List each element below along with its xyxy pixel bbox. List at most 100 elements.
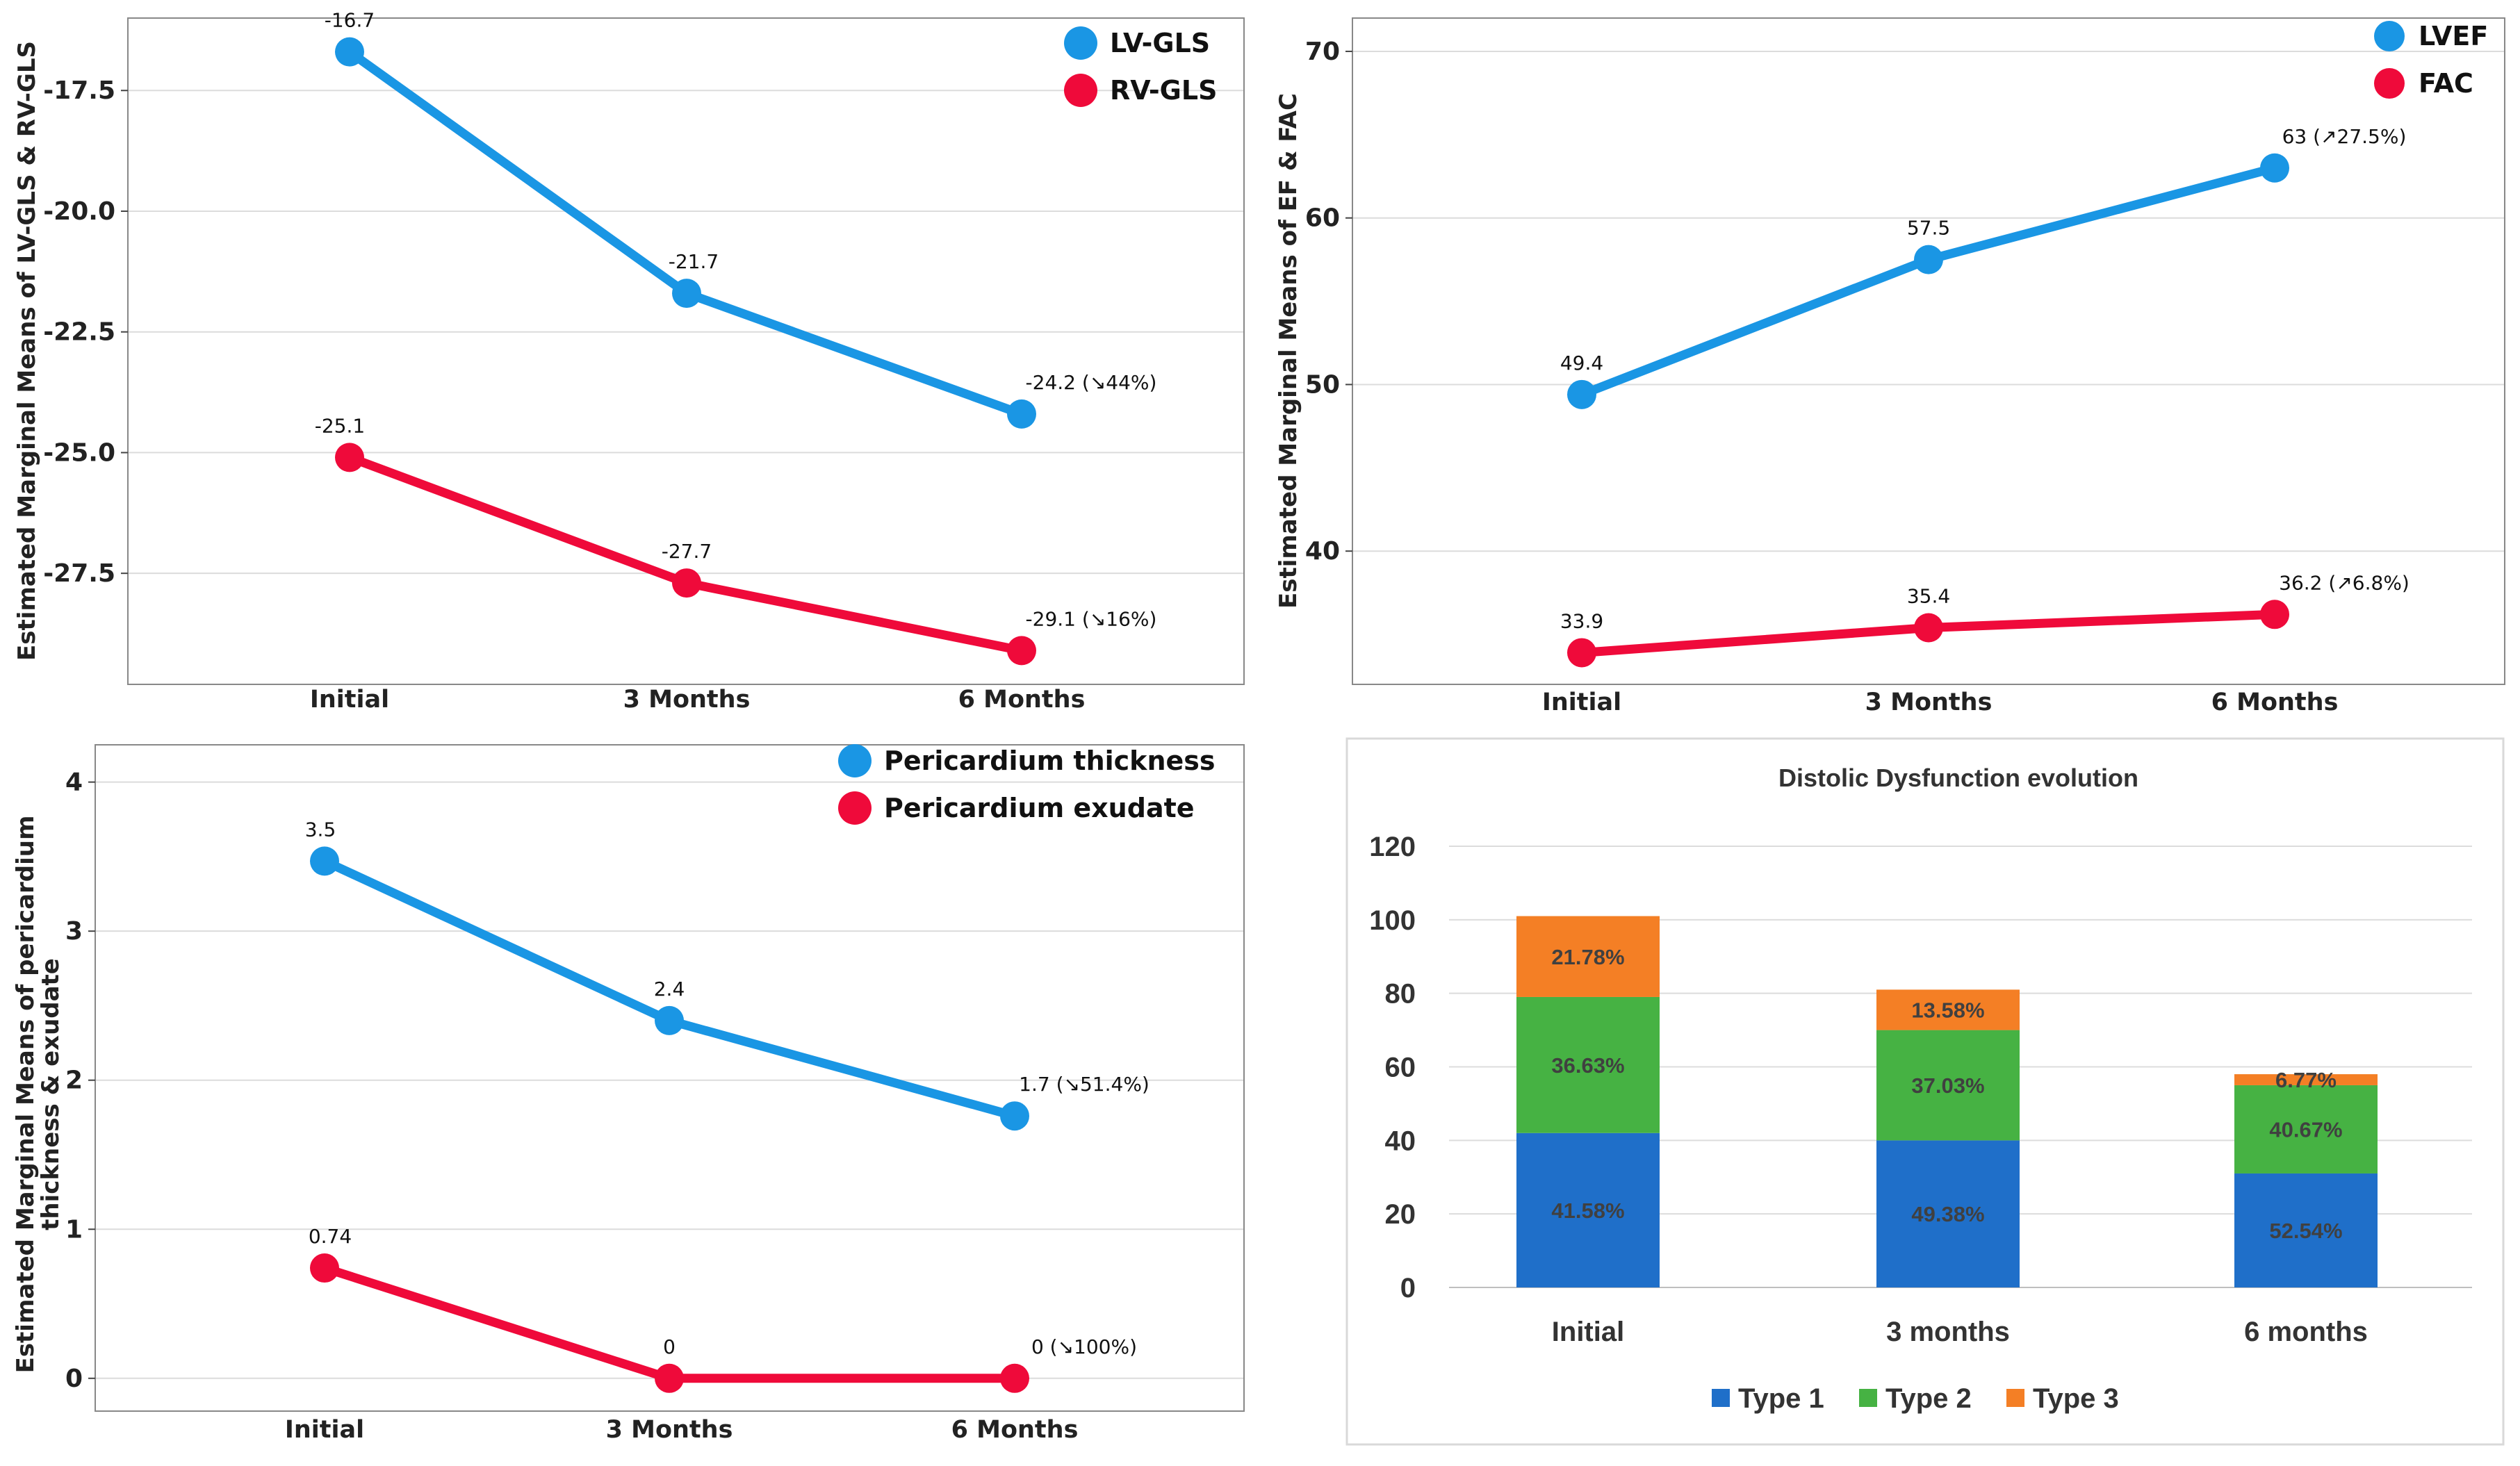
y-tick-label: 40: [1385, 1126, 1416, 1156]
data-label: 1.7 (↘51.4%): [1019, 1073, 1149, 1096]
pericardium-line-chart: 4 3 2 1 0 Initial 3 Months 6 Months Estimated Ma…: [12, 744, 1245, 1444]
data-label: 2.4: [654, 978, 685, 1000]
x-tick-label: 6 months: [2244, 1317, 2368, 1347]
legend-label: Type 2: [1885, 1383, 1972, 1414]
data-label: 13.58%: [1911, 998, 1984, 1022]
data-point: [655, 1005, 684, 1035]
x-tick-label: 6 Months: [958, 686, 1086, 714]
y-tick-label: 20: [1385, 1199, 1416, 1230]
data-label: 35.4: [1907, 584, 1950, 607]
data-point: [1000, 1363, 1029, 1393]
data-point: [310, 1253, 339, 1283]
legend-label: Type 1: [1738, 1383, 1824, 1414]
y-tick-label: 100: [1369, 905, 1416, 936]
data-point: [672, 279, 701, 308]
data-label: 0: [663, 1335, 676, 1358]
data-point: [1914, 245, 1943, 274]
y-axis-label-line: Estimated Marginal Means of pericardium: [12, 816, 40, 1374]
data-label: 0 (↘100%): [1031, 1335, 1137, 1358]
bar-segment-type-3: [2234, 1074, 2378, 1085]
legend-label: LV-GLS: [1110, 28, 1210, 58]
x-tick-label: 6 Months: [951, 1416, 1079, 1444]
data-point: [1914, 613, 1943, 643]
data-point: [655, 1363, 684, 1393]
data-point: [335, 37, 364, 67]
legend-label: LVEF: [2419, 21, 2488, 51]
x-tick-label: 3 months: [1886, 1317, 2010, 1347]
legend-label: FAC: [2419, 68, 2473, 99]
y-axis-label: Estimated Marginal Means of pericardiumt…: [12, 816, 65, 1374]
y-tick-label: -22.5: [43, 318, 115, 347]
data-label: 63 (↗27.5%): [2282, 125, 2407, 148]
data-point: [1007, 636, 1036, 666]
data-label: 40.67%: [2269, 1117, 2342, 1142]
y-tick-label: 60: [1385, 1053, 1416, 1083]
y-tick-label: 50: [1305, 370, 1340, 399]
y-tick-label: 2: [65, 1066, 83, 1095]
x-tick-label: 3 Months: [623, 686, 751, 714]
legend-marker: [1064, 26, 1097, 60]
data-point: [1567, 379, 1596, 409]
x-tick-label: Initial: [1552, 1317, 1624, 1347]
x-tick-label: Initial: [1542, 689, 1621, 716]
data-label: -27.7: [662, 540, 712, 563]
data-label: 52.54%: [2269, 1219, 2342, 1243]
x-tick-label: Initial: [310, 686, 389, 714]
legend-label: Pericardium thickness: [884, 746, 1216, 776]
legend-swatch: [2006, 1389, 2024, 1407]
data-label: -21.7: [669, 250, 719, 273]
y-tick-label: -25.0: [43, 438, 115, 467]
legend-swatch: [1712, 1389, 1730, 1407]
y-tick-label: 60: [1305, 204, 1340, 233]
data-label: 36.2 (↗6.8%): [2279, 571, 2409, 594]
gls-line-chart: -17.5 -20.0 -22.5 -25.0 -27.5 Initial 3 Months…: [13, 9, 1245, 714]
data-point: [335, 443, 364, 472]
legend-marker: [2374, 21, 2405, 51]
legend-label: Pericardium exudate: [884, 793, 1195, 823]
bar-segment-type-1: [1516, 1133, 1660, 1287]
y-axis-label: Estimated Marginal Means of LV-GLS & RV-…: [13, 41, 41, 661]
bar-segment-type-1: [1876, 1140, 2020, 1287]
data-label: 41.58%: [1551, 1199, 1624, 1223]
x-tick-label: 6 Months: [2211, 689, 2339, 716]
chart-title: Distolic Dysfunction evolution: [1778, 764, 2138, 792]
series-line-lvef: [1577, 163, 2280, 400]
data-label: -25.1: [315, 414, 365, 437]
data-point: [672, 568, 701, 598]
y-tick-label: 4: [65, 768, 83, 797]
bar-segment-type-3: [1876, 989, 2020, 1030]
y-tick-label: 80: [1385, 979, 1416, 1010]
y-tick-label: -27.5: [43, 559, 115, 588]
legend-marker: [838, 791, 872, 825]
y-tick-label: 0: [1400, 1273, 1416, 1303]
y-tick-label: 120: [1369, 832, 1416, 862]
data-label: 49.4: [1560, 352, 1603, 374]
y-tick-label: 70: [1305, 38, 1340, 66]
diastolic-bar-chart: Distolic Dysfunction evolution 0 20 40 60 80 1…: [1345, 737, 2505, 1446]
data-label: 36.63%: [1551, 1053, 1624, 1078]
data-label: 21.78%: [1551, 945, 1624, 969]
data-label: 57.5: [1907, 217, 1950, 240]
data-label: 37.03%: [1911, 1073, 1984, 1098]
data-label: 3.5: [305, 818, 336, 841]
data-label: -24.2 (↘44%): [1026, 371, 1157, 394]
bar-segment-type-2: [1876, 1030, 2020, 1141]
bar-segment-type-2: [2234, 1085, 2378, 1173]
series-line-lv-gls: [345, 47, 1026, 419]
y-tick-label: 1: [65, 1215, 83, 1244]
legend-marker: [2374, 68, 2405, 99]
data-label: 6.77%: [2275, 1068, 2337, 1092]
legend-label: RV-GLS: [1110, 75, 1217, 106]
data-point: [310, 846, 339, 876]
data-point: [1000, 1101, 1029, 1131]
data-label: -29.1 (↘16%): [1026, 607, 1157, 630]
y-tick-label: 40: [1305, 537, 1340, 566]
legend-marker: [838, 744, 872, 777]
y-axis-label: Estimated Marginal Means of EF & FAC: [1275, 93, 1302, 609]
x-tick-label: 3 Months: [1865, 689, 1993, 716]
plot-frame: [95, 744, 1245, 1412]
legend-swatch: [1859, 1389, 1877, 1407]
x-tick-label: 3 Months: [606, 1416, 733, 1444]
data-label: 33.9: [1560, 609, 1603, 632]
